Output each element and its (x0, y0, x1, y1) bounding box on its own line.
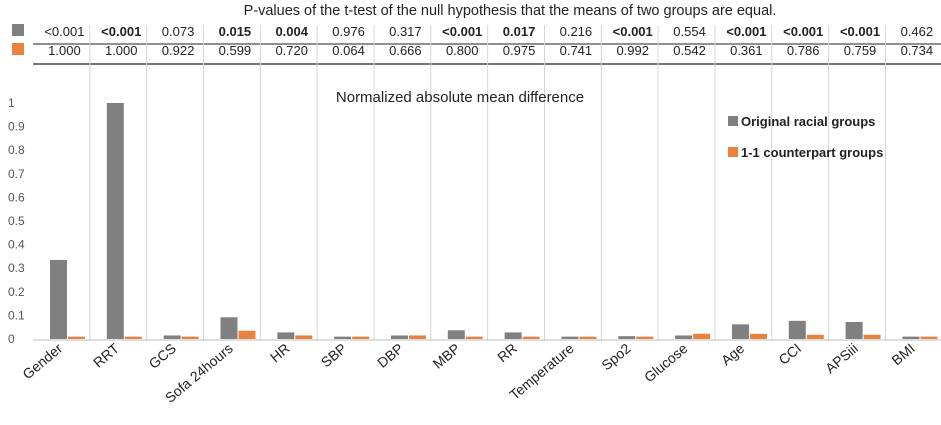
pvalue-original-0: <0.001 (44, 24, 84, 39)
y-tick-label: 0.2 (8, 285, 25, 299)
pvalue-original-10: <0.001 (613, 24, 653, 39)
bar-counterpart-dbp (408, 335, 426, 339)
bar-counterpart-bmi (920, 336, 938, 339)
y-tick-label: 0.8 (8, 143, 25, 157)
bar-counterpart-gcs (181, 336, 199, 339)
pvalue-counterpart-9: 0.741 (560, 43, 593, 58)
pvalue-counterpart-12: 0.361 (730, 43, 763, 58)
y-tick-label: 0.1 (8, 308, 25, 322)
bar-counterpart-sbp (352, 336, 370, 339)
bar-counterpart-mbp (465, 336, 483, 339)
bar-original-gcs (163, 335, 181, 339)
x-tick-label: CCI (775, 340, 804, 368)
pvalue-counterpart-5: 0.064 (332, 43, 365, 58)
x-tick-label: BMI (888, 340, 917, 368)
pvalue-original-12: <0.001 (726, 24, 766, 39)
chart-subtitle: Normalized absolute mean difference (336, 89, 584, 106)
chart-title: P-values of the t-test of the null hypot… (244, 3, 777, 19)
pvalue-original-2: 0.073 (162, 24, 195, 39)
pvalue-original-8: 0.017 (503, 24, 536, 39)
legend-label-0: Original racial groups (741, 114, 875, 129)
bar-counterpart-cci (806, 334, 824, 339)
x-tick-label: GCS (145, 340, 179, 372)
bar-counterpart-glucose (693, 333, 711, 339)
pvalue-original-13: <0.001 (783, 24, 823, 39)
bar-original-bmi (902, 336, 920, 339)
bar-original-mbp (447, 330, 465, 339)
bar-counterpart-spo2 (636, 336, 654, 339)
x-tick-label: SBP (318, 340, 350, 370)
pvalue-original-9: 0.216 (560, 24, 593, 39)
legend-swatch-1 (728, 147, 738, 157)
bar-counterpart-rr (522, 336, 540, 339)
pvalue-counterpart-6: 0.666 (389, 43, 422, 58)
bar-original-temperature (561, 336, 579, 339)
pvalue-original-4: 0.004 (275, 24, 308, 39)
bar-original-rr (504, 332, 522, 339)
legend-label-1: 1-1 counterpart groups (741, 145, 883, 160)
y-tick-label: 1 (8, 96, 15, 110)
bar-original-glucose (675, 335, 693, 339)
bar-counterpart-apsiii (863, 334, 881, 339)
pvalue-counterpart-15: 0.734 (901, 43, 934, 58)
pvalue-counterpart-8: 0.975 (503, 43, 536, 58)
pvalue-counterpart-3: 0.599 (219, 43, 252, 58)
pvalue-original-5: 0.976 (332, 24, 365, 39)
pvalue-counterpart-13: 0.786 (787, 43, 820, 58)
pvalue-original-15: 0.462 (901, 24, 934, 39)
bar-original-gender (50, 259, 67, 339)
pvalue-original-14: <0.001 (840, 24, 880, 39)
x-tick-label: Spo2 (598, 340, 633, 373)
x-tick-label: Glucose (641, 340, 691, 385)
bar-original-sofa-24hours (220, 317, 238, 339)
pvalue-row-counterpart-marker (12, 43, 24, 55)
pvalue-counterpart-0: 1.000 (48, 43, 81, 58)
pvalue-original-3: 0.015 (219, 24, 252, 39)
bar-counterpart-age (749, 333, 767, 339)
bar-original-cci (788, 320, 806, 339)
bar-counterpart-temperature (579, 336, 597, 339)
x-tick-label: RR (494, 340, 520, 365)
bar-original-hr (277, 332, 295, 339)
pvalue-original-6: 0.317 (389, 24, 422, 39)
pvalue-counterpart-7: 0.800 (446, 43, 479, 58)
pvalue-counterpart-4: 0.720 (275, 43, 308, 58)
x-tick-label: MBP (430, 340, 464, 372)
pvalue-original-7: <0.001 (442, 24, 482, 39)
y-tick-label: 0.3 (8, 261, 25, 275)
pvalue-counterpart-2: 0.922 (162, 43, 195, 58)
pvalue-original-11: 0.554 (673, 24, 706, 39)
pvalue-counterpart-11: 0.542 (673, 43, 706, 58)
x-tick-label: HR (267, 340, 293, 365)
y-tick-label: 0.7 (8, 167, 25, 181)
pvalue-counterpart-1: 1.000 (105, 43, 138, 58)
bar-original-rrt (106, 103, 124, 339)
x-tick-label: Age (718, 340, 748, 368)
y-tick-label: 0 (8, 332, 15, 346)
pvalue-original-1: <0.001 (101, 24, 141, 39)
x-tick-label: DBP (374, 340, 406, 371)
y-tick-label: 0.6 (8, 190, 25, 204)
x-tick-label: RRT (90, 340, 122, 371)
bar-original-sbp (334, 336, 352, 339)
bar-original-apsiii (845, 322, 863, 339)
pvalue-counterpart-10: 0.992 (616, 43, 649, 58)
y-tick-label: 0.5 (8, 214, 25, 228)
bar-original-spo2 (618, 336, 636, 339)
x-tick-label: Gender (19, 340, 65, 382)
pvalue-counterpart-14: 0.759 (844, 43, 877, 58)
bar-original-dbp (390, 335, 408, 339)
bar-original-age (731, 324, 749, 339)
bar-counterpart-sofa-24hours (238, 330, 256, 339)
legend-swatch-0 (728, 116, 738, 126)
bar-counterpart-hr (295, 335, 313, 339)
y-tick-label: 0.4 (8, 238, 25, 252)
y-tick-label: 0.9 (8, 120, 25, 134)
bar-counterpart-rrt (124, 336, 142, 339)
bar-counterpart-gender (68, 336, 85, 339)
x-tick-label: APSiii (822, 340, 861, 376)
pvalue-row-original-marker (12, 24, 24, 36)
